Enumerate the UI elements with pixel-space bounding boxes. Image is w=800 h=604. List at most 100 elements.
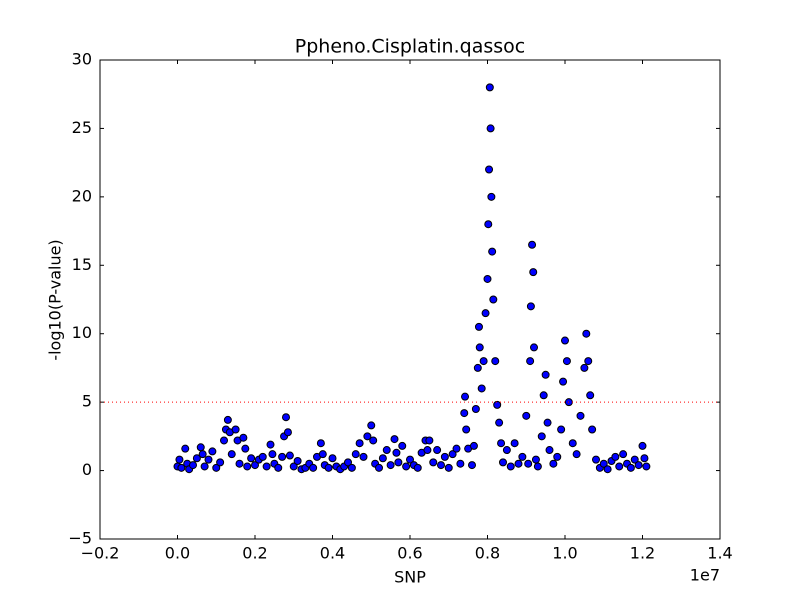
y-tick-label: 20 <box>72 186 92 205</box>
point <box>413 463 422 472</box>
point <box>537 432 546 441</box>
y-tick-label: 10 <box>72 323 92 342</box>
point <box>177 463 186 472</box>
point <box>351 450 360 459</box>
point <box>208 447 217 456</box>
plot-frame <box>99 59 721 540</box>
point <box>425 436 434 445</box>
point <box>268 450 277 459</box>
point <box>289 462 298 471</box>
point <box>200 462 209 471</box>
point <box>367 421 376 430</box>
point <box>235 459 244 468</box>
point <box>526 357 535 366</box>
x-tick-label: 1.0 <box>552 544 577 563</box>
point <box>568 439 577 448</box>
point <box>462 425 471 434</box>
point <box>549 459 558 468</box>
point <box>243 462 252 471</box>
point <box>481 309 490 318</box>
point <box>582 329 591 338</box>
y-tick-label: 0 <box>82 460 92 479</box>
point <box>460 409 469 418</box>
point <box>181 444 190 453</box>
point <box>479 357 488 366</box>
point <box>293 456 302 465</box>
point <box>274 463 283 472</box>
point <box>437 461 445 470</box>
point <box>474 322 483 331</box>
point <box>220 436 228 445</box>
point <box>475 343 484 352</box>
point <box>529 268 538 277</box>
point <box>223 415 232 424</box>
point <box>204 455 213 464</box>
point <box>559 377 568 386</box>
x-tick-label: −0.2 <box>81 544 120 563</box>
chart-title: Ppheno.Cisplatin.qassoc <box>295 36 525 58</box>
y-tick-label: 5 <box>82 392 92 411</box>
y-tick-label: 15 <box>72 255 92 274</box>
point <box>530 343 538 352</box>
point <box>528 240 537 249</box>
x-offset-label: 1e7 <box>690 566 720 585</box>
point <box>611 452 620 461</box>
point <box>266 440 275 449</box>
point <box>282 413 290 422</box>
point <box>258 452 267 461</box>
point <box>309 463 318 472</box>
point <box>493 400 502 409</box>
point <box>378 454 387 463</box>
point <box>580 363 589 372</box>
x-axis-label: SNP <box>394 568 426 587</box>
point <box>562 357 571 366</box>
point <box>634 461 643 470</box>
point <box>394 458 403 467</box>
point <box>461 392 470 401</box>
point <box>603 465 612 474</box>
point <box>488 247 497 256</box>
point <box>499 458 507 467</box>
x-tick-label: 0.4 <box>320 544 345 563</box>
y-tick-label: 25 <box>72 118 92 137</box>
point <box>506 462 515 471</box>
point <box>448 450 457 459</box>
point <box>626 463 635 472</box>
point <box>347 463 356 472</box>
point <box>630 455 639 464</box>
point <box>369 436 378 445</box>
point <box>543 418 552 427</box>
point <box>619 450 628 459</box>
x-tick-label: 0.2 <box>242 544 267 563</box>
point <box>344 458 352 467</box>
point <box>355 439 364 448</box>
point <box>382 446 391 455</box>
point <box>212 463 221 472</box>
x-tick-label: 1.4 <box>707 544 732 563</box>
point <box>572 450 581 459</box>
point <box>510 439 519 448</box>
point <box>456 459 465 468</box>
point <box>328 454 337 463</box>
point <box>175 455 184 464</box>
point <box>526 302 535 311</box>
point <box>192 454 201 463</box>
point <box>586 391 595 400</box>
point <box>231 425 240 434</box>
y-tick-label: −5 <box>68 529 92 548</box>
point <box>241 444 250 453</box>
point <box>640 454 649 463</box>
point <box>423 446 432 455</box>
point <box>576 411 585 420</box>
point <box>522 411 531 420</box>
point <box>444 463 453 472</box>
point <box>487 192 496 201</box>
point <box>198 450 207 459</box>
point <box>440 452 449 461</box>
point <box>531 455 540 464</box>
point <box>541 370 550 379</box>
point <box>318 450 327 459</box>
point <box>285 451 294 460</box>
